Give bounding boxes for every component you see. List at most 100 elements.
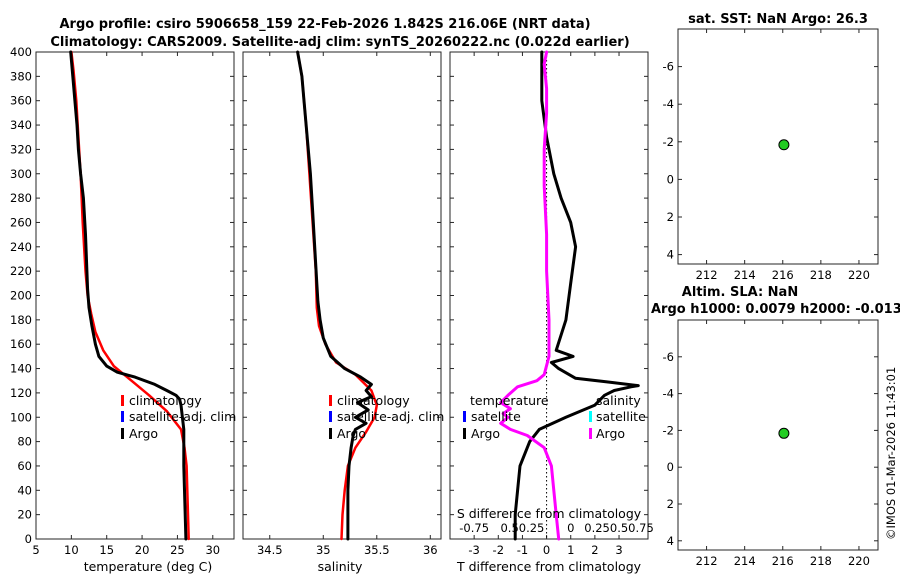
plot-area bbox=[242, 51, 442, 540]
difference-xlabel: T difference from climatology bbox=[456, 559, 642, 574]
x-tick-label: 34.5 bbox=[257, 543, 283, 557]
salinity-panel: 34.5 35 35.5 36 bbox=[242, 50, 442, 557]
x-tick-label: -3 bbox=[468, 543, 479, 557]
legend-label-climatology: climatology bbox=[129, 393, 202, 408]
y-tick-label: 0 bbox=[667, 172, 674, 186]
legend-label-climatology: climatology bbox=[337, 393, 410, 408]
difference-legend: temperature salinity satellite Argo sate… bbox=[463, 393, 646, 441]
x-tick-label: 220 bbox=[848, 268, 870, 282]
y-tick-label: -2 bbox=[663, 135, 674, 149]
y-tick-label: 280 bbox=[10, 191, 32, 205]
series-line-argo bbox=[69, 50, 188, 541]
sst-map-panel: 212 214 216 218 220 4 2 0 -2 -4 -6 bbox=[663, 28, 879, 282]
x-tick-label: 1 bbox=[567, 543, 574, 557]
legend-label-argo: Argo bbox=[337, 426, 366, 441]
title-line2: Climatology: CARS2009. Satellite-adj cli… bbox=[50, 35, 629, 50]
x-tick-label: 212 bbox=[696, 268, 718, 282]
y-tick-label: 2 bbox=[667, 497, 674, 511]
x-tick-label: 0 bbox=[543, 543, 550, 557]
temperature-xlabel: temperature (deg C) bbox=[84, 559, 213, 574]
legend-label-satellite: satellite-adj. clim bbox=[337, 409, 444, 424]
y-tick-label: 320 bbox=[10, 142, 32, 156]
title-line1: Argo profile: csiro 5906658_159 22-Feb-2… bbox=[59, 17, 590, 32]
x-tick-label: 216 bbox=[772, 554, 794, 568]
y-tick-label: -6 bbox=[663, 60, 674, 74]
x-tick-label: 218 bbox=[810, 554, 832, 568]
plot-area bbox=[677, 28, 879, 265]
legend-label-s-argo: Argo bbox=[596, 426, 625, 441]
y-tick-label: 4 bbox=[667, 534, 674, 548]
legend-swatch-satellite bbox=[121, 411, 124, 422]
plot-area bbox=[35, 51, 235, 540]
y-tick-label: 60 bbox=[17, 459, 32, 473]
legend-swatch-argo bbox=[121, 428, 124, 439]
difference-panel: -3 -2 -1 0 1 2 3 -0.75 0.50.25 0 0.250.50.75 bbox=[449, 50, 654, 557]
x-tick-label: 220 bbox=[848, 554, 870, 568]
x-tick-label: 35.5 bbox=[364, 543, 390, 557]
y-tick-label: 80 bbox=[17, 435, 32, 449]
legend-label-t-satellite: satellite bbox=[471, 409, 521, 424]
y-tick-label: 2 bbox=[667, 210, 674, 224]
difference-xlabel-top: S difference from climatology bbox=[457, 506, 642, 521]
y-tick-label: 240 bbox=[10, 240, 32, 254]
y-tick-label: -4 bbox=[663, 97, 674, 111]
y-tick-label: 360 bbox=[10, 94, 32, 108]
series-line-argo bbox=[296, 50, 373, 541]
series-line-s-difference-argo- bbox=[499, 50, 561, 541]
y-tick-label: 140 bbox=[10, 362, 32, 376]
y-tick-label: 0 bbox=[25, 532, 32, 546]
salinity-legend: climatology satellite-adj. clim Argo bbox=[329, 393, 444, 441]
x-tick-label: 2 bbox=[591, 543, 598, 557]
x-tick-label: 36 bbox=[423, 543, 438, 557]
top-tick-label: 0.50.25 bbox=[500, 521, 544, 535]
legend-header-temperature: temperature bbox=[470, 393, 549, 408]
y-tick-label: 4 bbox=[667, 248, 674, 262]
x-tick-label: 10 bbox=[64, 543, 79, 557]
top-tick-label: 0 bbox=[567, 521, 574, 535]
y-tick-label: 20 bbox=[17, 508, 32, 522]
y-tick-label: 100 bbox=[10, 410, 32, 424]
legend-swatch-t-satellite bbox=[463, 411, 466, 422]
legend-label-argo: Argo bbox=[129, 426, 158, 441]
legend-swatch-argo bbox=[329, 428, 332, 439]
sla-map-panel: 212 214 216 218 220 4 2 0 -2 -4 -6 bbox=[663, 319, 879, 568]
y-tick-label: 180 bbox=[10, 313, 32, 327]
x-tick-label: 25 bbox=[170, 543, 185, 557]
temperature-legend: climatology satellite-adj. clim Argo bbox=[121, 393, 236, 441]
sla-map-title-line2: Argo h1000: 0.0079 h2000: -0.013 bbox=[651, 302, 900, 317]
legend-swatch-climatology bbox=[121, 395, 124, 406]
legend-header-salinity: salinity bbox=[596, 393, 641, 408]
legend-label-satellite: satellite-adj. clim bbox=[129, 409, 236, 424]
x-tick-label: 5 bbox=[32, 543, 39, 557]
x-tick-label: 35 bbox=[316, 543, 331, 557]
x-tick-label: 212 bbox=[696, 554, 718, 568]
x-tick-label: 218 bbox=[810, 268, 832, 282]
temperature-panel: 5 10 15 20 25 3002040608010012014016018020022… bbox=[10, 45, 235, 557]
y-tick-label: 380 bbox=[10, 69, 32, 83]
series-line-t-difference-argo- bbox=[513, 50, 640, 541]
y-tick-label: 260 bbox=[10, 215, 32, 229]
y-tick-label: 200 bbox=[10, 289, 32, 303]
legend-swatch-climatology bbox=[329, 395, 332, 406]
legend-swatch-s-argo bbox=[589, 428, 592, 439]
y-tick-label: 400 bbox=[10, 45, 32, 59]
x-tick-label: 20 bbox=[135, 543, 150, 557]
x-tick-label: 30 bbox=[205, 543, 220, 557]
plot-area bbox=[677, 319, 879, 551]
x-tick-label: 15 bbox=[99, 543, 114, 557]
x-tick-label: -2 bbox=[493, 543, 504, 557]
y-tick-label: 0 bbox=[667, 460, 674, 474]
legend-label-t-argo: Argo bbox=[471, 426, 500, 441]
x-tick-label: 214 bbox=[734, 554, 756, 568]
top-tick-label: -0.75 bbox=[459, 521, 489, 535]
argo-location-marker bbox=[778, 427, 790, 439]
legend-swatch-t-argo bbox=[463, 428, 466, 439]
y-tick-label: 300 bbox=[10, 167, 32, 181]
imos-credit: ©IMOS 01-Mar-2026 11:43:01 bbox=[884, 367, 898, 540]
y-tick-label: 120 bbox=[10, 386, 32, 400]
x-tick-label: 214 bbox=[734, 268, 756, 282]
x-tick-label: 3 bbox=[615, 543, 622, 557]
x-tick-label: -1 bbox=[517, 543, 528, 557]
x-tick-label: 216 bbox=[772, 268, 794, 282]
